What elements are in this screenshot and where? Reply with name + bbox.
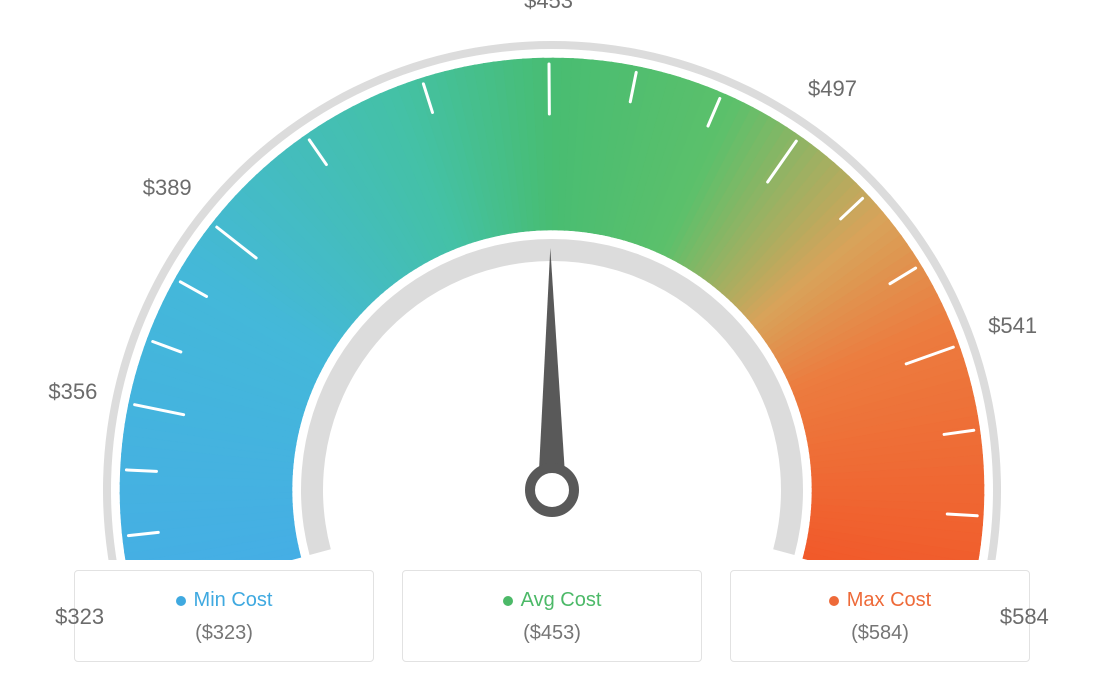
legend-title-row: Avg Cost [413,589,691,612]
legend-title-row: Max Cost [741,589,1019,612]
gauge-tick-label: $356 [48,379,97,405]
gauge-tick-label: $323 [55,604,104,630]
legend-card-min: Min Cost ($323) [74,570,374,662]
legend-title: Max Cost [847,589,931,612]
legend-value: ($323) [85,622,363,645]
gauge-svg [0,0,1104,560]
legend-card-max: Max Cost ($584) [730,570,1030,662]
legend-dot-icon [176,596,186,606]
legend-card-avg: Avg Cost ($453) [402,570,702,662]
legend-title: Min Cost [194,589,273,612]
gauge-tick-label: $541 [988,313,1037,339]
legend-value: ($453) [413,622,691,645]
gauge-tick-label: $389 [143,175,192,201]
legend-value: ($584) [741,622,1019,645]
legend-title: Avg Cost [521,589,602,612]
gauge-tick-label: $497 [808,76,857,102]
legend-dot-icon [503,596,513,606]
legend-dot-icon [829,596,839,606]
gauge-needle [538,248,566,490]
gauge-chart: $323$356$389$453$497$541$584 [0,0,1104,560]
legend-title-row: Min Cost [85,589,363,612]
gauge-tick-label: $584 [1000,604,1049,630]
legend-row: Min Cost ($323) Avg Cost ($453) Max Cost ($58… [0,570,1104,662]
gauge-needle-hub [530,468,574,512]
gauge-tick-label: $453 [524,0,573,14]
